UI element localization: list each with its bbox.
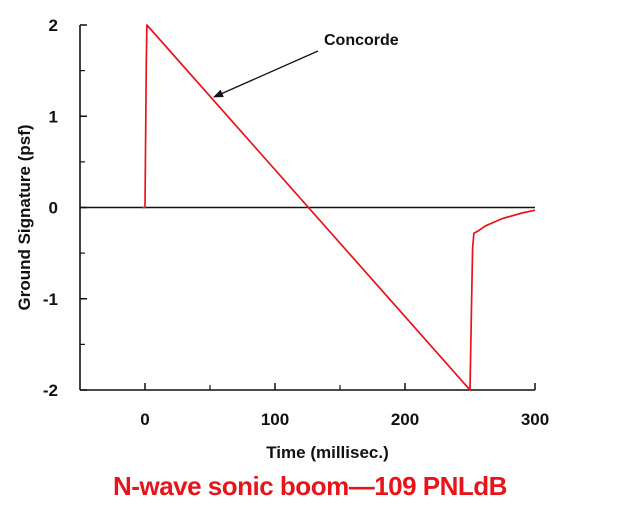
y-tick-label: 1 [49,107,58,126]
annotation-label: Concorde [324,32,399,49]
x-tick-label: 100 [261,410,289,429]
x-tick-label: 0 [140,410,149,429]
y-axis-title: Ground Signature (psf) [15,124,34,310]
x-tick-label: 200 [391,410,419,429]
y-tick-label: 2 [49,16,58,35]
y-tick-label: -2 [43,381,58,400]
annotations: Concorde [213,32,399,98]
series-group [142,24,536,391]
y-tick-label: -1 [43,290,58,309]
y-tick-label: 0 [49,199,58,218]
chart: 2 1 0 -1 -2 0 100 200 300 Concorde Time (millise… [15,16,549,462]
annotation-arrow [213,50,319,98]
series-line-concorde [142,24,536,391]
caption: N-wave sonic boom—109 PNLdB [113,471,507,501]
x-axis-title: Time (millisec.) [266,443,389,462]
tick-labels: 2 1 0 -1 -2 0 100 200 300 [43,16,549,429]
x-tick-label: 300 [521,410,549,429]
